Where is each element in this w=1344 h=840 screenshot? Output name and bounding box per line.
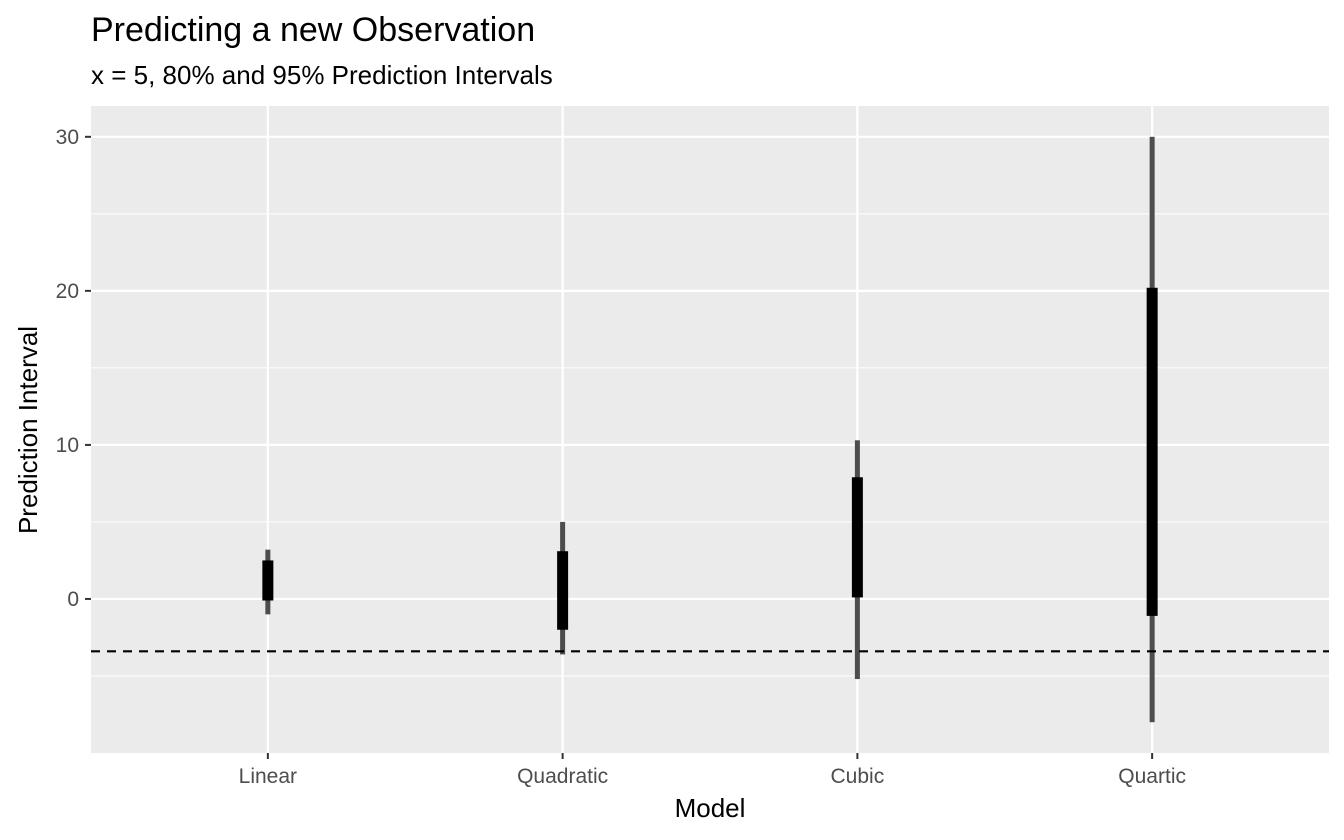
y-tick-label: 10	[56, 434, 79, 457]
chart-subtitle: x = 5, 80% and 95% Prediction Intervals	[91, 60, 553, 90]
y-axis: 0 10 20 30	[56, 126, 91, 611]
y-axis-title: Prediction Interval	[13, 326, 43, 534]
chart-title: Predicting a new Observation	[91, 11, 535, 49]
y-tick-label: 20	[56, 280, 79, 303]
inner-interval-bar	[557, 551, 569, 630]
y-tick-label: 30	[56, 126, 79, 149]
minor-gridlines	[91, 213, 1329, 677]
x-axis: Linear Quadratic Cubic Quartic	[239, 753, 1186, 788]
inner-interval-bar	[851, 477, 863, 598]
x-tick-label: Quadratic	[517, 765, 608, 788]
y-tick-label: 0	[67, 588, 79, 611]
plot-panel	[91, 106, 1329, 753]
x-tick-label: Quartic	[1118, 765, 1186, 788]
x-tick-label: Cubic	[831, 765, 885, 788]
inner-intervals	[262, 287, 1158, 630]
x-tick-label: Linear	[239, 765, 297, 788]
inner-interval-bar	[1146, 287, 1158, 616]
x-axis-title: Model	[675, 793, 746, 823]
inner-interval-bar	[262, 560, 274, 601]
